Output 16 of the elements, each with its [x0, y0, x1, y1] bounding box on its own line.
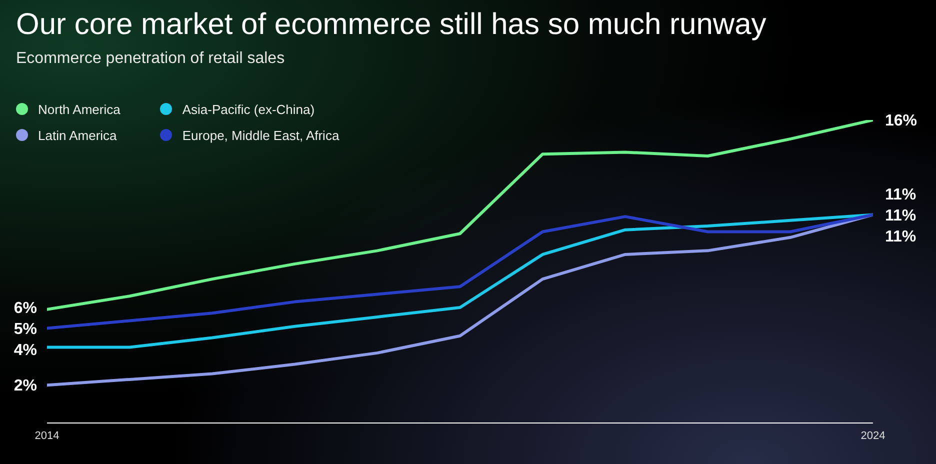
chart-title: Our core market of ecommerce still has so much runway [16, 8, 766, 42]
legend-label: Europe, Middle East, Africa [181, 126, 340, 145]
legend-label: Latin America [37, 126, 118, 144]
x-tick-label: 2014 [34, 430, 60, 442]
data-label: 16% [885, 112, 918, 130]
legend-label: Asia-Pacific (ex-China) [181, 100, 316, 119]
legend-label: North America [37, 100, 120, 118]
data-label: 11% [885, 228, 916, 246]
chart-subtitle: Ecommerce penetration of retail sales [16, 50, 285, 68]
data-label: 6% [14, 300, 37, 317]
x-tick-label: 2024 [860, 430, 886, 442]
data-label: 11% [885, 186, 916, 204]
data-label: 2% [14, 378, 37, 395]
data-label: 11% [885, 207, 916, 224]
data-label: 4% [14, 342, 37, 359]
data-label: 5% [14, 320, 37, 338]
